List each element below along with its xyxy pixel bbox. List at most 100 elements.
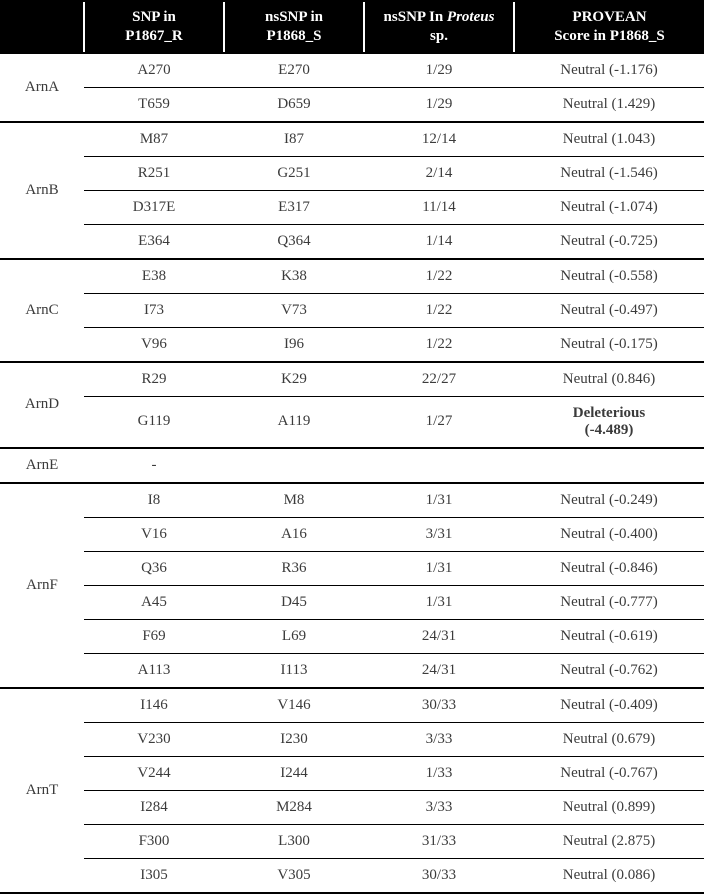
snp-cell: I73 bbox=[84, 293, 224, 327]
table-row: I284M2843/33Neutral (0.899) bbox=[0, 790, 704, 824]
table-row: R251G2512/14Neutral (-1.546) bbox=[0, 156, 704, 190]
nssnp-cell: L300 bbox=[224, 824, 364, 858]
snp-cell: A270 bbox=[84, 53, 224, 88]
table-row: G119A1191/27Deleterious(-4.489) bbox=[0, 396, 704, 448]
table-row: ArnTI146V14630/33Neutral (-0.409) bbox=[0, 688, 704, 723]
provean-cell: Neutral (-1.074) bbox=[514, 190, 704, 224]
table-row: E364Q3641/14Neutral (-0.725) bbox=[0, 224, 704, 259]
snp-cell: E38 bbox=[84, 259, 224, 294]
header-nssnp: nsSNP inP1868_S bbox=[224, 1, 364, 53]
table-row: ArnE- bbox=[0, 448, 704, 483]
proteus-cell: 1/27 bbox=[364, 396, 514, 448]
table-row: ArnCE38K381/22Neutral (-0.558) bbox=[0, 259, 704, 294]
provean-cell: Neutral (0.899) bbox=[514, 790, 704, 824]
proteus-cell: 3/31 bbox=[364, 517, 514, 551]
table-row: F69L6924/31Neutral (-0.619) bbox=[0, 619, 704, 653]
proteus-cell bbox=[364, 448, 514, 483]
snp-cell: A113 bbox=[84, 653, 224, 688]
snp-cell: V244 bbox=[84, 756, 224, 790]
nssnp-cell: G251 bbox=[224, 156, 364, 190]
proteus-cell: 1/29 bbox=[364, 53, 514, 88]
snp-cell: M87 bbox=[84, 122, 224, 157]
snp-cell: R29 bbox=[84, 362, 224, 397]
nssnp-cell: A16 bbox=[224, 517, 364, 551]
gene-cell: ArnT bbox=[0, 688, 84, 893]
table-row: ArnBM87I8712/14Neutral (1.043) bbox=[0, 122, 704, 157]
proteus-cell: 3/33 bbox=[364, 722, 514, 756]
proteus-cell: 1/31 bbox=[364, 551, 514, 585]
provean-cell: Neutral (-0.777) bbox=[514, 585, 704, 619]
nssnp-cell: I87 bbox=[224, 122, 364, 157]
snp-cell: Q36 bbox=[84, 551, 224, 585]
header-proteus-ital: Proteus bbox=[447, 9, 495, 25]
snp-cell: G119 bbox=[84, 396, 224, 448]
gene-cell: ArnB bbox=[0, 122, 84, 259]
snp-cell: I305 bbox=[84, 858, 224, 893]
snp-cell: F300 bbox=[84, 824, 224, 858]
provean-cell: Neutral (2.875) bbox=[514, 824, 704, 858]
proteus-cell: 1/33 bbox=[364, 756, 514, 790]
snp-cell: - bbox=[84, 448, 224, 483]
table-row: A45D451/31Neutral (-0.777) bbox=[0, 585, 704, 619]
provean-cell: Neutral (0.679) bbox=[514, 722, 704, 756]
provean-cell: Neutral (-0.725) bbox=[514, 224, 704, 259]
provean-cell: Neutral (0.846) bbox=[514, 362, 704, 397]
proteus-cell: 31/33 bbox=[364, 824, 514, 858]
proteus-cell: 1/22 bbox=[364, 259, 514, 294]
header-row: SNP inP1867_R nsSNP inP1868_S nsSNP In P… bbox=[0, 1, 704, 53]
provean-cell: Neutral (0.086) bbox=[514, 858, 704, 893]
nssnp-cell: I113 bbox=[224, 653, 364, 688]
snp-cell: A45 bbox=[84, 585, 224, 619]
snp-cell: D317E bbox=[84, 190, 224, 224]
provean-cell: Neutral (-0.400) bbox=[514, 517, 704, 551]
proteus-cell: 1/31 bbox=[364, 585, 514, 619]
gene-cell: ArnE bbox=[0, 448, 84, 483]
provean-cell: Neutral (-0.175) bbox=[514, 327, 704, 362]
provean-cell: Neutral (1.043) bbox=[514, 122, 704, 157]
nssnp-cell: E270 bbox=[224, 53, 364, 88]
gene-cell: ArnC bbox=[0, 259, 84, 362]
provean-cell: Deleterious(-4.489) bbox=[514, 396, 704, 448]
table-row: F300L30031/33Neutral (2.875) bbox=[0, 824, 704, 858]
nssnp-cell: K29 bbox=[224, 362, 364, 397]
snp-cell: I146 bbox=[84, 688, 224, 723]
table-row: A113I11324/31Neutral (-0.762) bbox=[0, 653, 704, 688]
nssnp-cell: I96 bbox=[224, 327, 364, 362]
table-row: ArnDR29K2922/27Neutral (0.846) bbox=[0, 362, 704, 397]
snp-table: SNP inP1867_R nsSNP inP1868_S nsSNP In P… bbox=[0, 0, 704, 894]
table-row: D317EE31711/14Neutral (-1.074) bbox=[0, 190, 704, 224]
proteus-cell: 1/29 bbox=[364, 87, 514, 122]
nssnp-cell: V146 bbox=[224, 688, 364, 723]
header-proteus: nsSNP In Proteussp. bbox=[364, 1, 514, 53]
proteus-cell: 1/31 bbox=[364, 483, 514, 518]
nssnp-cell: L69 bbox=[224, 619, 364, 653]
header-gene bbox=[0, 1, 84, 53]
header-proteus-pre: nsSNP In bbox=[384, 9, 447, 25]
proteus-cell: 24/31 bbox=[364, 653, 514, 688]
table-row: ArnFI8M81/31Neutral (-0.249) bbox=[0, 483, 704, 518]
snp-cell: F69 bbox=[84, 619, 224, 653]
proteus-cell: 1/14 bbox=[364, 224, 514, 259]
table-row: Q36R361/31Neutral (-0.846) bbox=[0, 551, 704, 585]
nssnp-cell: I230 bbox=[224, 722, 364, 756]
table-row: I305V30530/33Neutral (0.086) bbox=[0, 858, 704, 893]
proteus-cell: 3/33 bbox=[364, 790, 514, 824]
snp-cell: E364 bbox=[84, 224, 224, 259]
nssnp-cell: V305 bbox=[224, 858, 364, 893]
provean-cell: Neutral (-0.762) bbox=[514, 653, 704, 688]
provean-cell: Neutral (-0.497) bbox=[514, 293, 704, 327]
proteus-cell: 1/22 bbox=[364, 293, 514, 327]
gene-cell: ArnA bbox=[0, 53, 84, 122]
table-row: V230I2303/33Neutral (0.679) bbox=[0, 722, 704, 756]
snp-cell: V230 bbox=[84, 722, 224, 756]
proteus-cell: 2/14 bbox=[364, 156, 514, 190]
provean-cell: Neutral (-0.846) bbox=[514, 551, 704, 585]
provean-cell: Neutral (-0.249) bbox=[514, 483, 704, 518]
table-row: ArnAA270E2701/29Neutral (-1.176) bbox=[0, 53, 704, 88]
nssnp-cell: I244 bbox=[224, 756, 364, 790]
provean-cell: Neutral (-0.619) bbox=[514, 619, 704, 653]
header-provean: PROVEANScore in P1868_S bbox=[514, 1, 704, 53]
table-row: V96I961/22Neutral (-0.175) bbox=[0, 327, 704, 362]
provean-cell: Neutral (1.429) bbox=[514, 87, 704, 122]
nssnp-cell: K38 bbox=[224, 259, 364, 294]
